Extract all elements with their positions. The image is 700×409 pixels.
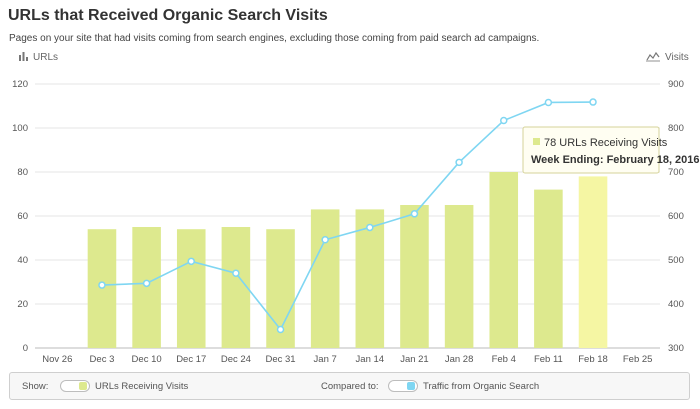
line-point[interactable]	[455, 158, 463, 167]
visits-line	[101, 101, 594, 332]
legend-bar: Show: URLs Receiving Visits Compared to:…	[9, 372, 690, 400]
bar[interactable]	[400, 205, 429, 348]
toggle-swatch	[79, 382, 87, 390]
x-tick-label: Nov 26	[42, 354, 72, 365]
x-tick-label: Feb 11	[534, 354, 563, 365]
chart-title: URLs that Received Organic Search Visits	[8, 7, 328, 24]
compare-toggle[interactable]	[388, 380, 418, 392]
left-tick-label: 40	[17, 255, 28, 266]
show-toggle[interactable]	[60, 380, 90, 392]
chart-svg: URLs Visits 0 20 40 60 80 100 120 300 400 500 600…	[12, 51, 700, 365]
x-tick-label: Feb 4	[492, 354, 516, 365]
bar[interactable]	[132, 227, 161, 348]
show-item-label: URLs Receiving Visits	[95, 381, 189, 392]
x-tick-label: Jan 21	[400, 354, 429, 365]
grid-layer	[35, 83, 660, 349]
line-point[interactable]	[500, 116, 508, 125]
bar[interactable]	[489, 172, 519, 348]
right-tick-label: 900	[668, 79, 684, 90]
line-point[interactable]	[366, 223, 374, 232]
tooltip-box	[522, 126, 660, 174]
x-tick-label: Feb 18	[578, 354, 608, 365]
bar[interactable]	[444, 205, 474, 348]
x-tick-label: Dec 3	[90, 354, 115, 365]
left-tick-label: 80	[17, 167, 28, 178]
x-tick-label: Feb 25	[623, 354, 653, 365]
compare-item-label: Traffic from Organic Search	[423, 381, 540, 392]
chart-subtitle: Pages on your site that had visits comin…	[9, 33, 540, 44]
bar[interactable]	[534, 189, 563, 348]
tooltip: 78 URLs Receiving Visits Week Ending: Fe…	[522, 126, 700, 174]
left-tick-label: 100	[12, 123, 28, 134]
left-tick-label: 120	[12, 79, 28, 90]
line-point[interactable]	[589, 98, 597, 106]
right-tick-label: 800	[668, 123, 684, 134]
line-point[interactable]	[410, 210, 419, 218]
line-point[interactable]	[187, 257, 195, 266]
left-tick-label: 20	[17, 299, 28, 310]
show-label: Show:	[22, 381, 49, 392]
toggle-swatch	[407, 382, 415, 390]
axis-icons: URLs Visits	[19, 51, 689, 63]
line-point[interactable]	[276, 325, 285, 334]
bar-series	[87, 172, 608, 348]
right-axis-ticks: 300 400 500 600 700 800 900	[668, 79, 684, 354]
right-tick-label: 400	[668, 299, 684, 310]
line-chart-icon	[646, 51, 660, 62]
bar[interactable]	[176, 229, 206, 348]
x-tick-label: Dec 24	[221, 354, 251, 365]
x-tick-label: Jan 28	[445, 354, 474, 365]
tooltip-value: 78 URLs Receiving Visits	[544, 137, 668, 149]
right-axis-title: Visits	[665, 52, 689, 63]
left-tick-label: 0	[23, 343, 28, 354]
x-tick-label: Dec 17	[176, 354, 206, 365]
line-point[interactable]	[98, 281, 106, 289]
x-tick-label: Jan 7	[314, 354, 337, 365]
compare-label: Compared to:	[321, 381, 379, 392]
right-tick-label: 300	[668, 343, 684, 354]
line-point[interactable]	[232, 269, 240, 277]
left-axis-ticks: 0 20 40 60 80 100 120	[12, 79, 28, 354]
line-point[interactable]	[544, 98, 553, 107]
bar-chart-icon	[19, 52, 28, 61]
right-tick-label: 600	[668, 211, 684, 222]
x-tick-label: Dec 10	[132, 354, 162, 365]
bar-highlighted[interactable]	[578, 176, 608, 348]
right-tick-label: 700	[668, 167, 684, 178]
tooltip-date: Week Ending: February 18, 2016	[531, 154, 700, 166]
line-point[interactable]	[321, 236, 329, 244]
x-axis-ticks: Nov 26 Dec 3 Dec 10 Dec 17 Dec 24 Dec 31 Jan 7…	[42, 354, 652, 365]
x-tick-label: Jan 14	[356, 354, 385, 365]
right-tick-label: 500	[668, 255, 684, 266]
tooltip-swatch	[533, 138, 540, 145]
line-point[interactable]	[142, 279, 151, 288]
line-series	[98, 98, 597, 334]
bar[interactable]	[310, 209, 340, 348]
left-tick-label: 60	[17, 211, 28, 222]
x-tick-label: Dec 31	[265, 354, 295, 365]
left-axis-title: URLs	[33, 52, 58, 63]
bar[interactable]	[221, 227, 251, 348]
bar[interactable]	[355, 209, 385, 348]
